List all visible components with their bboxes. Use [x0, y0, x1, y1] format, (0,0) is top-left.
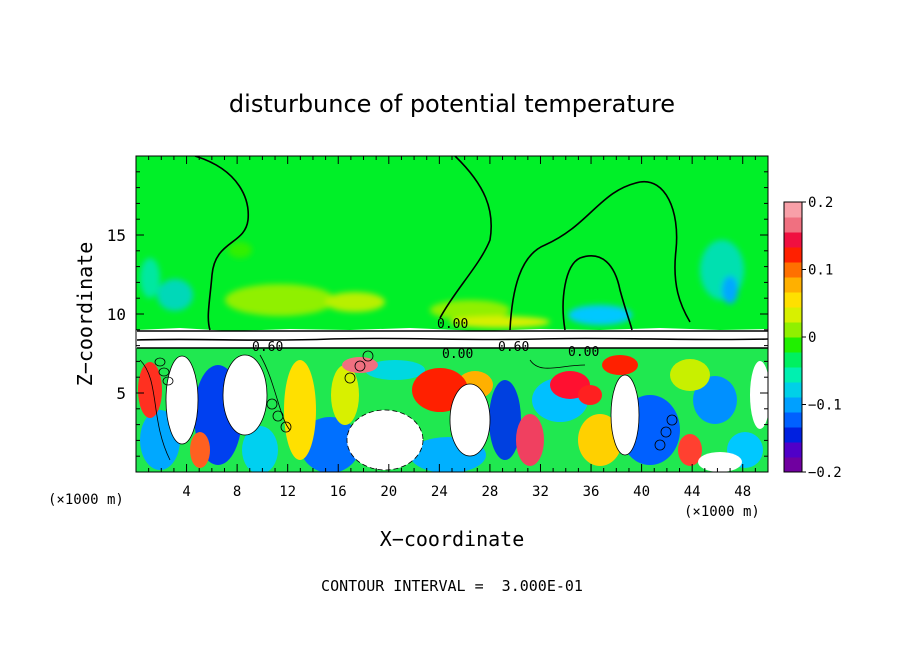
- colorbar-swatch: [784, 412, 802, 428]
- colorbar-swatch: [784, 322, 802, 338]
- colorbar-tick-label: 0.1: [808, 263, 833, 279]
- colorbar: 0.2 0.1 0 −0.1 −0.2: [783, 195, 842, 481]
- colorbar-swatch: [784, 397, 802, 413]
- chart-title: disturbunce of potential temperature: [229, 90, 675, 118]
- contour-label: 0.00: [437, 317, 468, 332]
- y-axis-label: Z−coordinate: [73, 242, 97, 387]
- colorbar-swatch: [784, 427, 802, 443]
- x-tick-label: 20: [380, 484, 397, 500]
- x-tick-label: 8: [233, 484, 241, 500]
- colorbar-swatch: [784, 307, 802, 323]
- x-axis-label: X−coordinate: [380, 527, 525, 551]
- x-axis-unit-left: (×1000 m): [48, 492, 124, 508]
- lower-anomalies: [138, 355, 768, 472]
- colorbar-swatch: [784, 202, 802, 218]
- contour-label: 0.60: [252, 340, 283, 355]
- colorbar-swatch: [784, 277, 802, 293]
- x-tick-label: 24: [431, 484, 448, 500]
- plot-area: 0.00 0.60 0.00 0.60 0.00 4 8 12 16 20 24 28 32 3…: [107, 155, 769, 500]
- upper-anomalies: [140, 240, 744, 328]
- colorbar-swatch: [784, 247, 802, 263]
- x-tick-label: 36: [583, 484, 600, 500]
- colorbar-swatch: [784, 262, 802, 278]
- x-tick-label: 28: [481, 484, 498, 500]
- y-tick-label: 10: [107, 305, 126, 324]
- colorbar-tick-label: −0.1: [808, 398, 842, 414]
- colorbar-swatch: [784, 442, 802, 458]
- colorbar-tick-label: 0: [808, 330, 816, 346]
- colorbar-swatch: [784, 337, 802, 353]
- contour-label: 0.60: [498, 340, 529, 355]
- x-axis-unit-right: (×1000 m): [684, 504, 760, 520]
- colorbar-swatch: [784, 217, 802, 233]
- x-tick-label: 48: [734, 484, 751, 500]
- x-axis: 4 8 12 16 20 24 28 32 36 40 44 48: [148, 156, 756, 500]
- colorbar-swatch: [784, 352, 802, 368]
- colorbar-swatch: [784, 292, 802, 308]
- x-tick-label: 32: [532, 484, 549, 500]
- colorbar-tick-label: 0.2: [808, 195, 833, 211]
- y-tick-label: 5: [116, 384, 126, 403]
- colorbar-swatch: [784, 232, 802, 248]
- colorbar-swatch: [784, 457, 802, 473]
- colorbar-tick-label: −0.2: [808, 465, 842, 481]
- contour-label: 0.00: [442, 347, 473, 362]
- x-tick-label: 4: [182, 484, 190, 500]
- x-tick-label: 12: [279, 484, 296, 500]
- x-tick-label: 16: [330, 484, 347, 500]
- y-axis: 5 10 15: [107, 171, 768, 457]
- y-tick-label: 15: [107, 226, 126, 245]
- x-tick-label: 40: [633, 484, 650, 500]
- x-tick-label: 44: [684, 484, 701, 500]
- contour-label-group: 0.00 0.60 0.00 0.60 0.00: [252, 317, 599, 362]
- lower-contours: [139, 350, 678, 471]
- colorbar-swatch: [784, 367, 802, 383]
- contour-label: 0.00: [568, 345, 599, 360]
- contour-interval-note: CONTOUR INTERVAL = 3.000E-01: [321, 577, 583, 595]
- colorbar-swatch: [784, 382, 802, 398]
- contour-lines: [136, 156, 768, 349]
